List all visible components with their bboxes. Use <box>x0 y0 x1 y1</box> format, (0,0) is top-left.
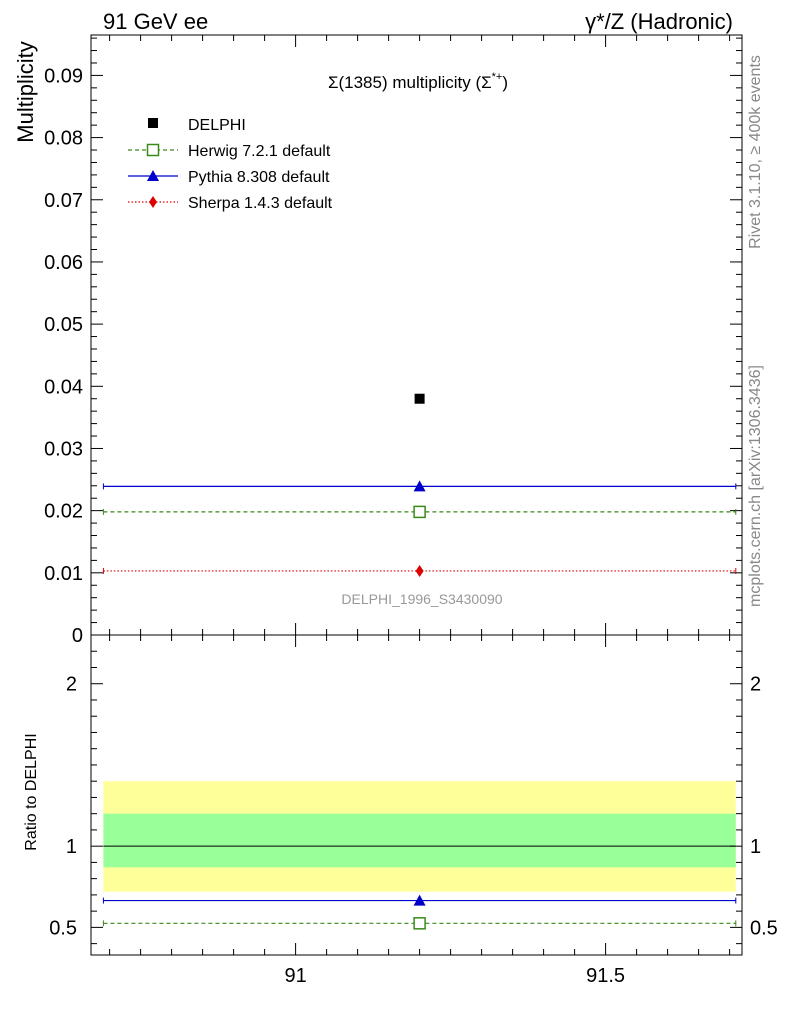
main-ytick-label: 0.01 <box>44 563 83 585</box>
data-point-delphi <box>414 393 425 404</box>
main-ytick-label: 0.06 <box>44 252 83 274</box>
rivet-label: Rivet 3.1.10, ≥ 400k events <box>747 55 764 249</box>
main-ytick-label: 0.05 <box>44 314 83 336</box>
ratio-panel: Ratio to DELPHI 0.5 0.5 1 1 2 2 91 91.5 <box>23 634 778 987</box>
main-ytick-label: 0.08 <box>44 128 83 150</box>
mcplots-label: mcplots.cern.ch [arXiv:1306.3436] <box>747 365 764 607</box>
main-ylabel: Multiplicity <box>13 41 38 142</box>
ratio-ytick-label: 2 <box>66 674 77 696</box>
legend-label-pythia: Pythia 8.308 default <box>188 169 330 186</box>
main-ytick-label: 0.03 <box>44 438 83 460</box>
header-right: γ*/Z (Hadronic) <box>585 9 733 34</box>
legend: DELPHI Herwig 7.2.1 default Pythia 8.308… <box>128 117 333 212</box>
data-point-sherpa <box>415 564 424 577</box>
main-ytick-label: 0.09 <box>44 65 83 87</box>
ratio-point-pythia <box>413 894 426 906</box>
main-ytick-label: 0.04 <box>44 376 83 398</box>
ratio-frame <box>90 634 743 956</box>
main-ytick-label: 0 <box>72 625 83 647</box>
main-panel: Multiplicity Σ(1385) multiplicity (Σ*+) … <box>13 34 743 647</box>
main-title-sup: *+ <box>492 71 503 83</box>
ratio-ytick-label-right: 1 <box>750 836 761 858</box>
legend-label-herwig: Herwig 7.2.1 default <box>188 143 331 160</box>
ratio-xtick-label: 91 <box>284 965 306 987</box>
ratio-ytick-label: 0.5 <box>49 917 77 939</box>
data-point-herwig <box>413 505 426 519</box>
legend-marker-herwig <box>146 143 160 157</box>
ratio-ytick-label-right: 2 <box>750 674 761 696</box>
main-ytick-label: 0.02 <box>44 501 83 523</box>
ratio-xtick-label: 91.5 <box>586 965 625 987</box>
main-title-close: ) <box>502 73 508 92</box>
legend-label-delphi: DELPHI <box>188 117 246 134</box>
ratio-ytick-label: 1 <box>66 836 77 858</box>
main-ytick-label: 0.07 <box>44 190 83 212</box>
watermark: DELPHI_1996_S3430090 <box>341 591 502 607</box>
legend-marker-pythia <box>147 170 159 181</box>
ratio-ytick-label-right: 0.5 <box>750 917 778 939</box>
main-title-text: Σ(1385) multiplicity (Σ <box>328 73 492 92</box>
legend-marker-delphi <box>148 118 158 128</box>
legend-label-sherpa: Sherpa 1.4.3 default <box>188 195 333 212</box>
uncertainty-band-inner <box>103 813 736 868</box>
ratio-ylabel: Ratio to DELPHI <box>23 733 40 850</box>
main-title: Σ(1385) multiplicity (Σ*+) <box>328 71 508 92</box>
legend-marker-sherpa <box>149 196 157 208</box>
data-point-pythia <box>413 480 426 492</box>
header-left: 91 GeV ee <box>103 9 208 34</box>
ratio-point-herwig <box>413 917 426 930</box>
